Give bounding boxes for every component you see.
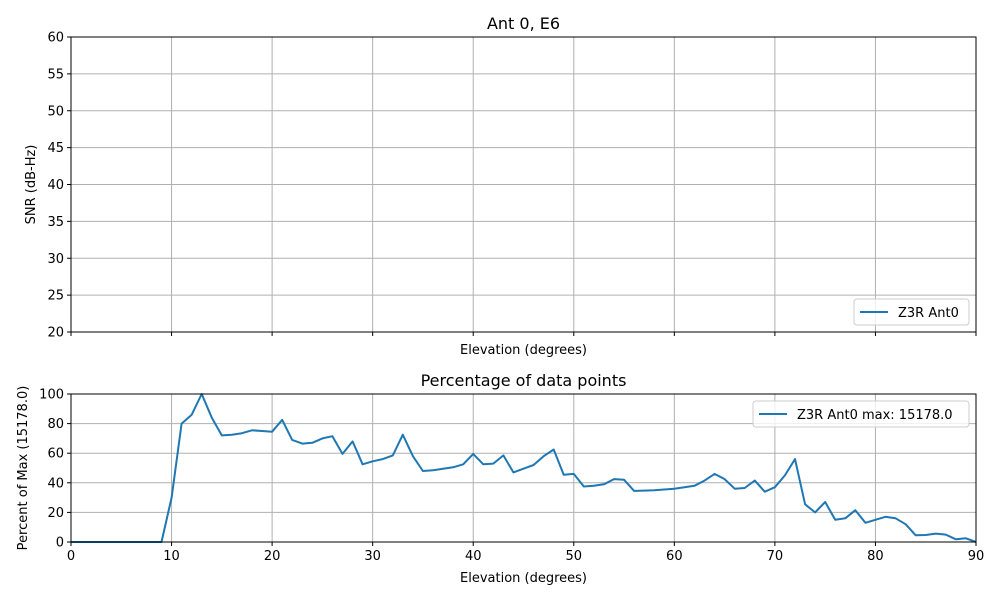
y-tick-label: 0 bbox=[56, 536, 64, 551]
legend-label: Z3R Ant0 bbox=[898, 306, 959, 321]
x-tick-label: 30 bbox=[364, 549, 381, 564]
x-tick-label: 90 bbox=[968, 549, 985, 564]
x-tick-label: 20 bbox=[264, 549, 281, 564]
x-tick-label: 80 bbox=[867, 549, 884, 564]
y-tick-label: 35 bbox=[47, 215, 64, 230]
y-axis-label: Percent of Max (15178.0) bbox=[16, 386, 31, 551]
y-tick-label: 60 bbox=[47, 31, 64, 46]
chart-title: Percentage of data points bbox=[421, 371, 627, 390]
legend-label: Z3R Ant0 max: 15178.0 bbox=[797, 408, 953, 423]
y-tick-label: 100 bbox=[39, 388, 64, 403]
series-line bbox=[71, 393, 977, 543]
x-tick-label: 0 bbox=[67, 549, 75, 564]
chart-title: Ant 0, E6 bbox=[487, 14, 560, 33]
x-axis-label: Elevation (degrees) bbox=[460, 343, 587, 358]
legend: Z3R Ant0 max: 15178.0 bbox=[752, 400, 970, 428]
y-tick-label: 50 bbox=[47, 104, 64, 119]
x-tick-label: 60 bbox=[666, 549, 683, 564]
y-tick-label: 20 bbox=[47, 326, 64, 341]
y-tick-label: 30 bbox=[47, 252, 64, 267]
x-axis-label: Elevation (degrees) bbox=[460, 571, 587, 586]
y-tick-label: 20 bbox=[47, 506, 64, 521]
legend-box bbox=[752, 400, 970, 428]
y-tick-label: 45 bbox=[47, 141, 64, 156]
y-tick-label: 55 bbox=[47, 67, 64, 82]
x-tick-label: 70 bbox=[767, 549, 784, 564]
y-tick-label: 80 bbox=[47, 417, 64, 432]
legend-box bbox=[853, 298, 970, 326]
axes-1: 0 10 20 30 40 50 60 70 80 90 0 20 40 60 80 100 Percentag… bbox=[16, 371, 984, 586]
axes-frame bbox=[70, 393, 977, 543]
axes-0: 20 25 30 35 40 45 50 55 60 Ant 0, E6 Elevation (de… bbox=[24, 14, 977, 358]
x-tick-label: 50 bbox=[566, 549, 583, 564]
legend: Z3R Ant0 bbox=[853, 298, 970, 326]
y-axis-label: SNR (dB-Hz) bbox=[24, 145, 39, 225]
x-tick-label: 40 bbox=[465, 549, 482, 564]
y-tick-label: 40 bbox=[47, 178, 64, 193]
y-tick-label: 25 bbox=[47, 289, 64, 304]
y-tick-label: 40 bbox=[47, 476, 64, 491]
x-tick-label: 10 bbox=[163, 549, 180, 564]
y-tick-label: 60 bbox=[47, 447, 64, 462]
